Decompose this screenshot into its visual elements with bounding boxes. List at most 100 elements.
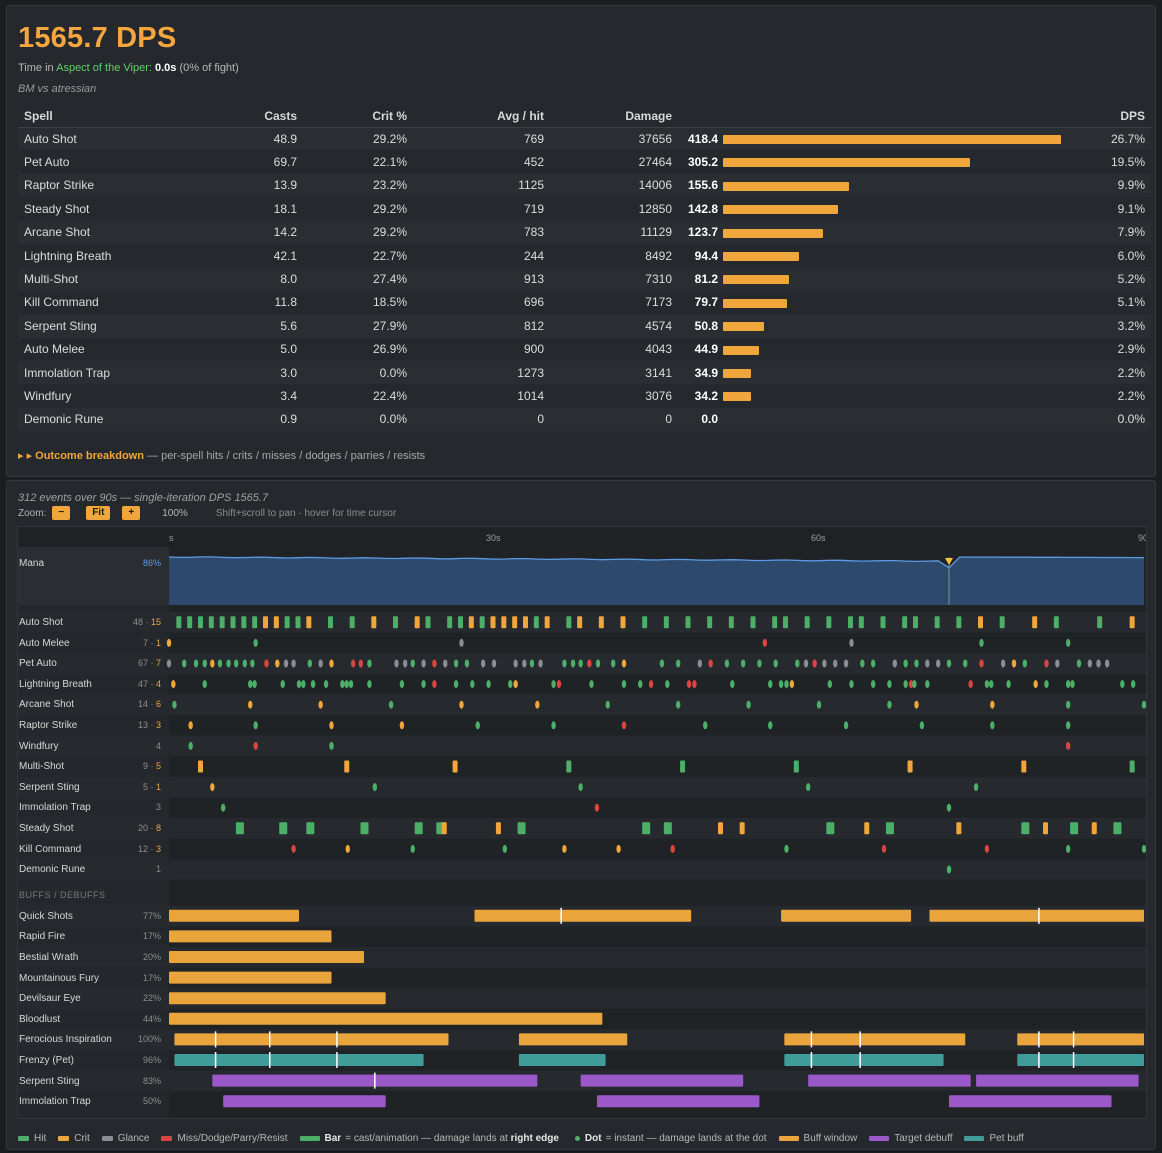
event-dot — [181, 659, 187, 668]
event-dot — [881, 844, 887, 853]
event-dot — [253, 721, 258, 730]
event-dot — [1070, 680, 1075, 689]
event-dot — [556, 680, 562, 689]
timeline-svg[interactable]: s 30s 60s 90 — [18, 527, 1146, 1118]
event-dot — [621, 721, 627, 730]
timeline-spell-label: Multi-Shot 9 · 5 — [19, 761, 161, 773]
event-dot — [816, 700, 822, 709]
event-bar — [739, 822, 745, 835]
event-dot — [621, 659, 627, 668]
mana-label: Mana 86% — [19, 558, 161, 569]
spell-row[interactable]: Windfury 3.4 22.4% 1014 3076 34.2 2.2% — [18, 384, 1151, 407]
spell-name: Multi-Shot — [18, 267, 208, 291]
col-damage[interactable]: Damage — [550, 105, 678, 128]
viper-time-value: 0.0s — [154, 62, 177, 74]
event-dot — [562, 844, 567, 853]
event-dot — [610, 659, 616, 668]
event-bar — [826, 616, 832, 629]
dps-bar — [723, 345, 759, 355]
spell-row[interactable]: Serpent Sting 5.6 27.9% 812 4574 50.8 3.2% — [18, 314, 1151, 338]
event-dot — [367, 680, 372, 689]
spell-row[interactable]: Steady Shot 18.1 29.2% 719 12850 142.8 9.1% — [18, 197, 1151, 220]
event-bar — [1129, 616, 1135, 629]
buff-window-bar — [929, 909, 1144, 922]
event-dot — [350, 659, 356, 668]
spell-crit: 22.1% — [372, 155, 407, 170]
event-dot — [730, 680, 735, 689]
event-dot — [1033, 680, 1038, 689]
outcome-breakdown-toggle[interactable]: ▸ ▸ Outcome breakdown — per-spell hits /… — [18, 449, 425, 462]
timeline-spell-label-count: 12 · 3 — [137, 843, 161, 854]
timeline-spell-label: Arcane Shot 14 · 6 — [19, 699, 161, 711]
event-dot — [475, 721, 480, 730]
event-bar — [566, 616, 572, 629]
legend-bar-desc: = cast/animation — damage lands at — [345, 1133, 508, 1144]
event-dot — [984, 844, 990, 853]
spell-row[interactable]: Kill Command 11.8 18.5% 696 7173 79.7 5.1% — [18, 291, 1151, 314]
col-crit[interactable]: Crit % — [303, 105, 413, 128]
event-dot — [348, 680, 354, 689]
spell-row[interactable]: Multi-Shot 8.0 27.4% 913 7310 81.2 5.2% — [18, 267, 1151, 291]
spell-avg-hit: 1125 — [413, 173, 550, 198]
spell-damage: 7173 — [645, 295, 672, 310]
timeline-spell-label-count: 13 · 3 — [137, 720, 161, 730]
event-dot — [367, 659, 372, 668]
spell-casts: 0.9 — [208, 407, 303, 432]
event-dot — [296, 680, 302, 689]
event-dot — [925, 680, 930, 689]
timeline-spell-label: Lightning Breath 47 · 4 — [19, 678, 161, 690]
spell-row[interactable]: Pet Auto 69.7 22.1% 452 27464 305.2 19.5% — [18, 150, 1151, 173]
event-dot — [421, 659, 426, 668]
event-dot — [665, 680, 670, 689]
zoom-fit-button[interactable]: Fit — [86, 506, 111, 520]
buff-window-bar — [169, 951, 364, 963]
glance-swatch — [101, 1136, 113, 1141]
spell-row[interactable]: Demonic Rune 0.9 0.0% 0 0 0.0 0.0% — [18, 407, 1151, 432]
spell-avg-hit: 769 — [413, 127, 550, 151]
spell-damage: 14006 — [550, 173, 678, 198]
event-dot — [795, 659, 800, 668]
col-dps[interactable]: DPS — [678, 105, 1151, 128]
spell-row[interactable]: Auto Shot 48.9 29.2% 769 37656 418.4 26.7% — [18, 127, 1151, 151]
timeline-buff-label: Serpent Sting 83% — [19, 1075, 161, 1087]
event-dot — [670, 844, 675, 853]
event-bar — [295, 616, 301, 629]
event-bar — [620, 616, 626, 629]
event-dot — [513, 659, 518, 668]
col-casts[interactable]: Casts — [208, 105, 303, 128]
zoom-in-button[interactable]: + — [122, 506, 141, 520]
event-dot — [989, 680, 994, 689]
spell-damage: 27464 — [638, 155, 672, 170]
spell-crit: 0.0% — [303, 360, 413, 385]
spell-avg-hit: 719 — [523, 201, 544, 216]
event-dot — [1065, 638, 1071, 647]
event-bar — [663, 822, 672, 835]
event-bar — [1043, 822, 1048, 835]
spell-name: Arcane Shot — [18, 220, 208, 244]
spell-row[interactable]: Arcane Shot 14.2 29.2% 783 11129 123.7 7.9% — [18, 220, 1151, 244]
event-dot — [1044, 680, 1049, 689]
spell-dps: 81.2 — [694, 272, 718, 287]
spell-row[interactable]: Raptor Strike 13.9 23.2% 1125 14006 155.6 9.9% — [18, 173, 1151, 198]
timeline-spell-label: Pet Auto 67 · 7 — [19, 658, 161, 670]
buff-window-bar — [169, 971, 332, 984]
event-dot — [605, 700, 610, 709]
event-dot — [551, 680, 556, 689]
spell-row[interactable]: Immolation Trap 3.0 0.0% 1273 3141 34.9 2.2% — [18, 360, 1151, 385]
event-bar — [566, 760, 572, 773]
col-spell[interactable]: Spell — [18, 105, 208, 128]
event-dot — [323, 680, 329, 689]
spell-row[interactable]: Lightning Breath 42.1 22.7% 244 8492 94.4 6.0% — [18, 244, 1151, 267]
col-avg-hit[interactable]: Avg / hit — [413, 105, 550, 128]
zoom-out-button[interactable]: − — [52, 506, 71, 520]
dps-bar — [723, 205, 838, 215]
timeline-legend: Hit Crit Glance Miss/Dodge/Parry/Resist … — [18, 1133, 1036, 1144]
spell-dps: 418.4 — [687, 131, 718, 146]
timeline-chart[interactable]: s 30s 60s 90 Mana 86% Auto Shot 48 · 15 Auto Me… — [17, 526, 1147, 1119]
spell-row[interactable]: Auto Melee 5.0 26.9% 900 4043 44.9 2.9% — [18, 338, 1151, 361]
dps-summary-panel: 1565.7 DPS Time in Aspect of the Viper: … — [6, 5, 1156, 477]
spell-avg-hit: 900 — [523, 342, 544, 357]
event-bar — [826, 822, 835, 835]
event-dot — [329, 721, 334, 730]
event-dot — [340, 680, 345, 689]
